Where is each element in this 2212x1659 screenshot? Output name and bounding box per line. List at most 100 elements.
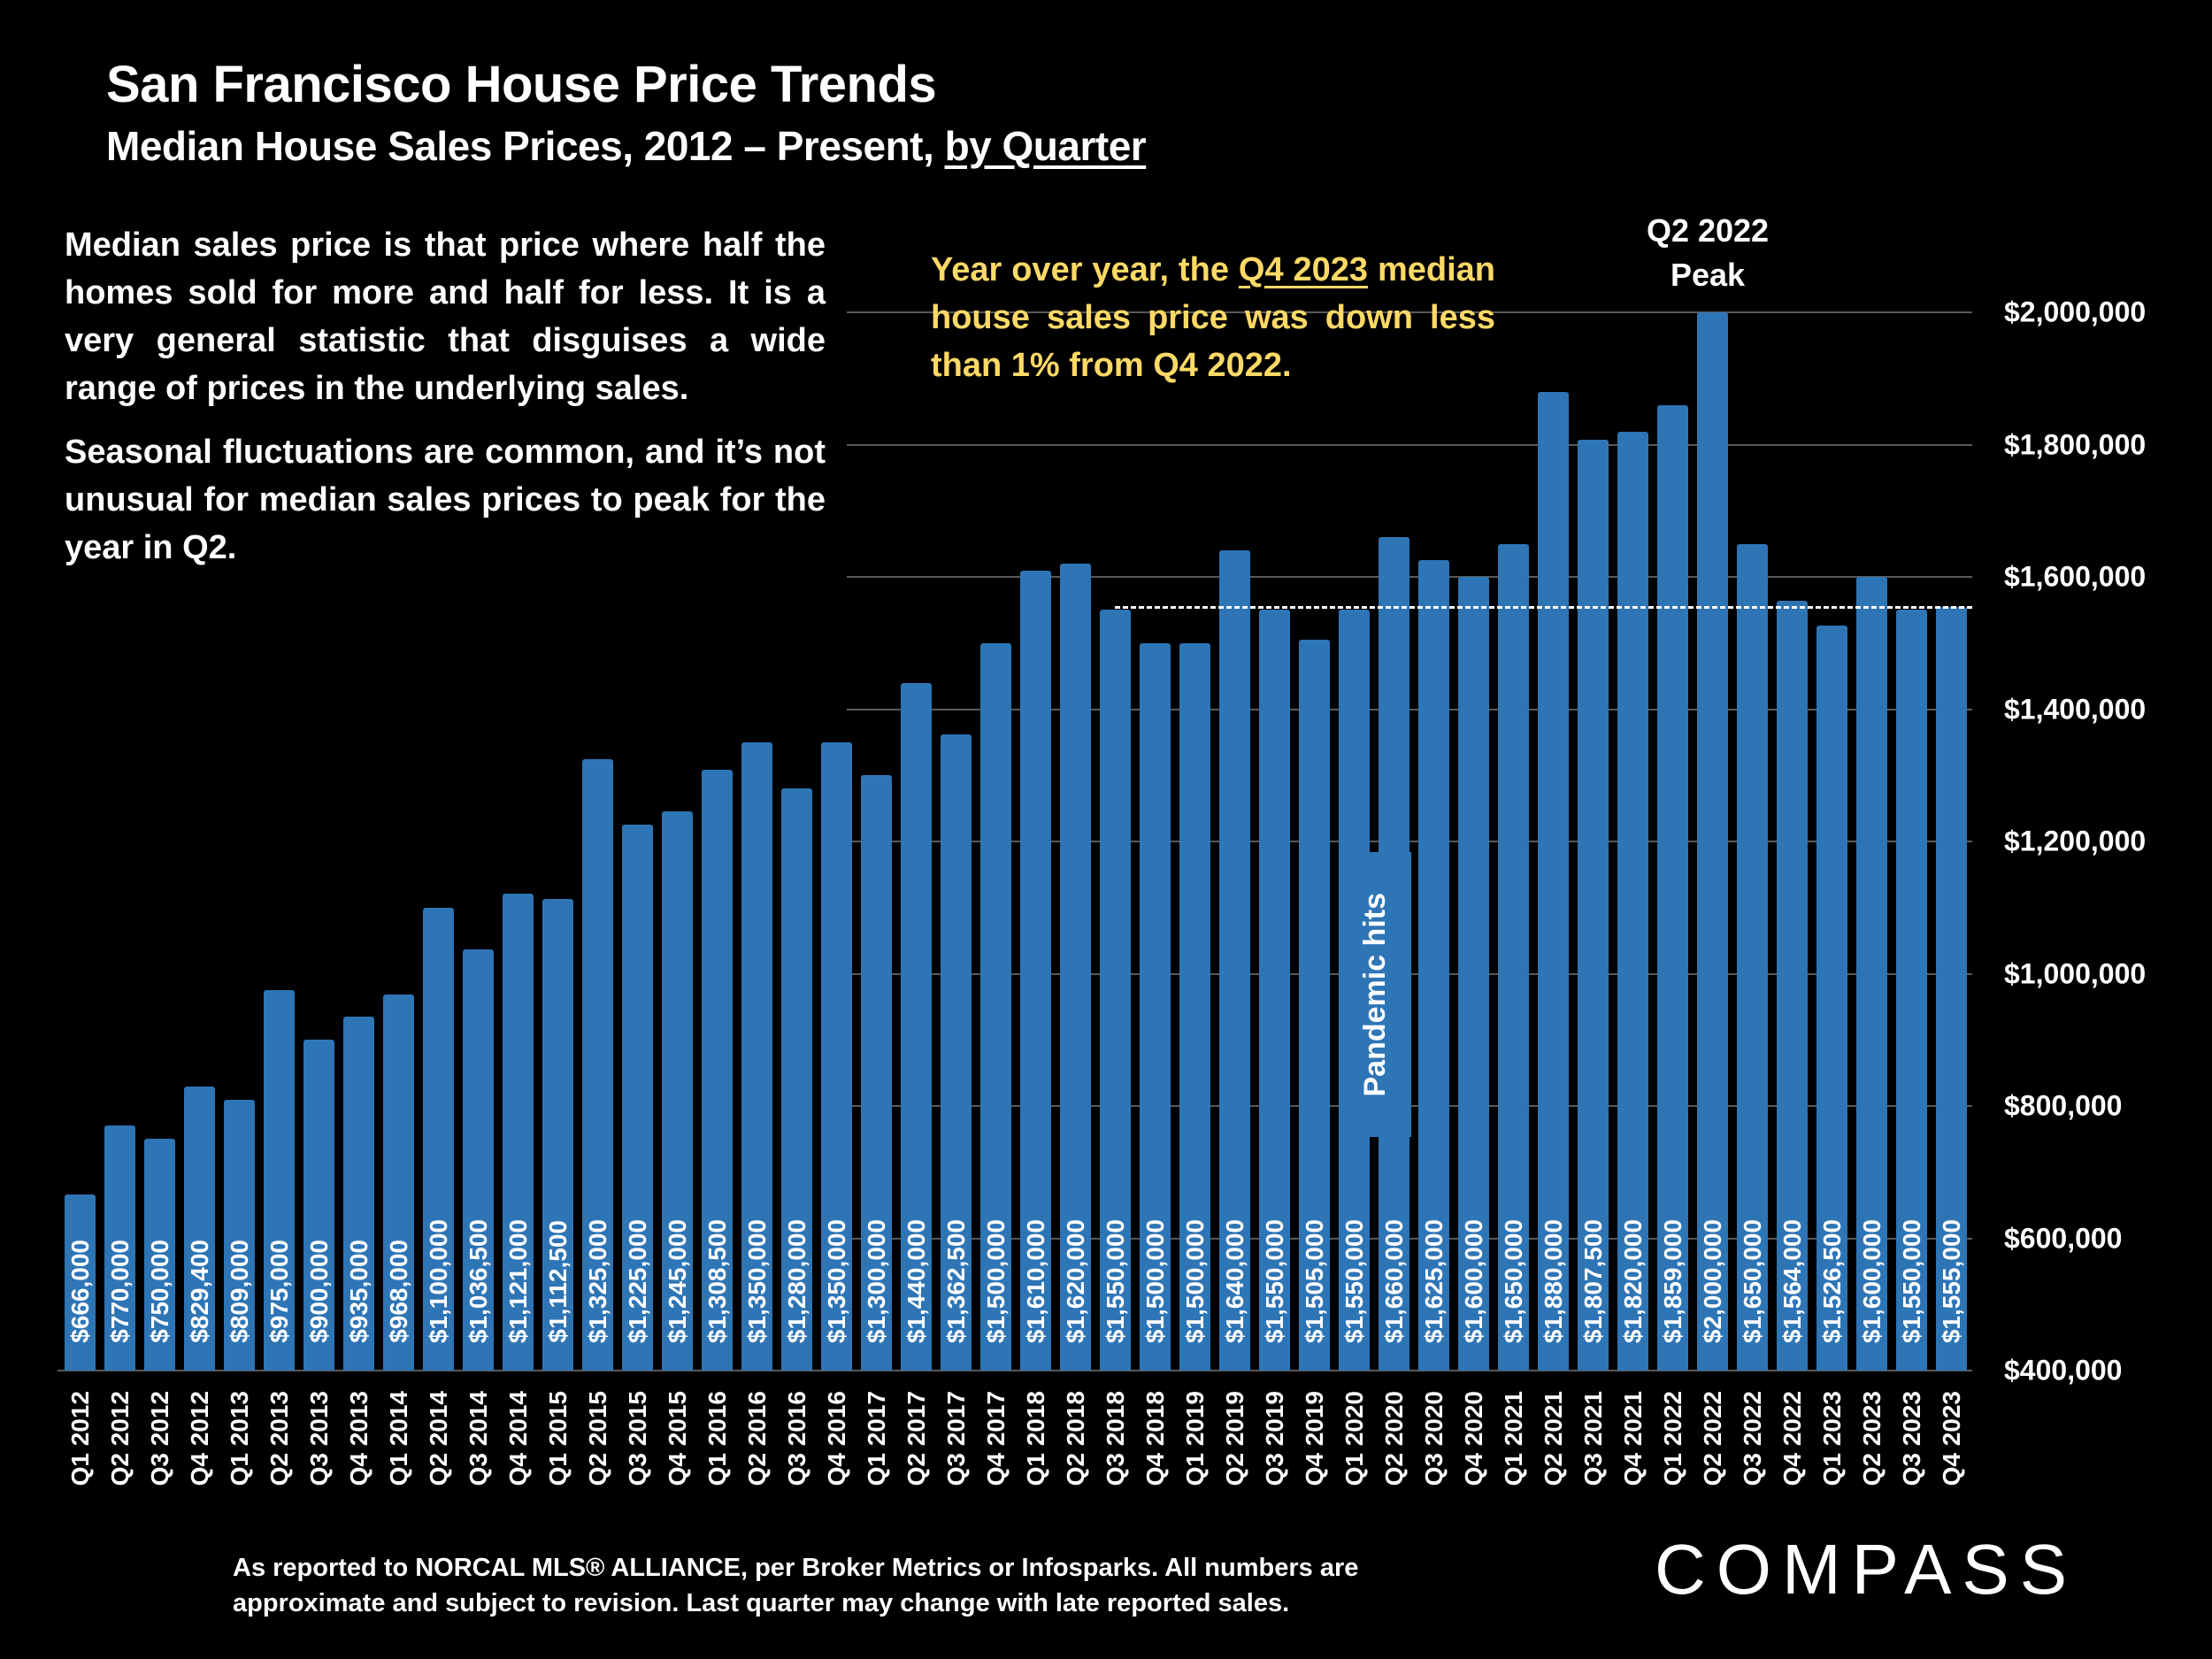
subtitle-link: by Quarter: [944, 123, 1147, 169]
x-axis-line: [58, 1370, 1972, 1371]
reference-line: [1115, 605, 1972, 609]
category-label: Q3 2021: [1579, 1391, 1607, 1486]
bar: [1020, 570, 1051, 1371]
bar: [1100, 610, 1131, 1371]
bar: [1856, 577, 1887, 1371]
bar-value-label: $1,550,000: [1102, 1218, 1129, 1343]
bar-value-label: $1,650,000: [1500, 1218, 1527, 1343]
bar-value-label: $1,564,000: [1778, 1218, 1806, 1343]
category-label: Q3 2013: [305, 1391, 333, 1486]
category-label: Q1 2017: [863, 1391, 890, 1486]
y-tick-label: $1,200,000: [2004, 825, 2147, 857]
bar-value-label: $1,650,000: [1739, 1218, 1766, 1343]
bar-value-label: $935,000: [345, 1240, 373, 1343]
category-label: Q4 2018: [1141, 1391, 1169, 1486]
bar: [662, 811, 693, 1371]
bar: [1140, 642, 1171, 1371]
bar: [1737, 543, 1768, 1371]
bar-value-label: $1,121,000: [504, 1218, 532, 1343]
bar: [821, 741, 852, 1371]
bar-value-label: $1,308,500: [703, 1218, 731, 1343]
category-label: Q1 2013: [226, 1391, 253, 1486]
bar: [1299, 640, 1330, 1371]
y-tick-label: $2,000,000: [2004, 296, 2147, 328]
bar-value-label: $1,640,000: [1221, 1218, 1248, 1343]
category-label: Q2 2020: [1380, 1391, 1408, 1486]
category-label: Q2 2015: [584, 1391, 611, 1486]
bar: [582, 758, 613, 1371]
category-label: Q2 2012: [106, 1391, 134, 1486]
bar-value-label: $2,000,000: [1699, 1218, 1726, 1343]
category-label: Q2 2021: [1540, 1391, 1567, 1486]
category-label: Q3 2022: [1739, 1391, 1766, 1486]
category-label: Q2 2018: [1062, 1391, 1089, 1486]
category-label: Q3 2015: [624, 1391, 651, 1486]
bar-value-label: $975,000: [265, 1240, 293, 1343]
category-label: Q2 2017: [902, 1391, 930, 1486]
bar-value-label: $1,505,000: [1301, 1218, 1328, 1343]
bar-value-label: $770,000: [106, 1240, 134, 1343]
bar: [1578, 439, 1609, 1371]
peak-line2: Peak: [1670, 257, 1746, 293]
bar-value-label: $666,000: [66, 1240, 94, 1343]
gridline: [847, 1237, 1972, 1240]
bar-value-label: $1,280,000: [783, 1218, 810, 1343]
compass-logo: COMPASS: [1655, 1530, 2078, 1609]
bar: [861, 775, 892, 1371]
bar-value-label: $1,550,000: [1898, 1218, 1925, 1343]
peak-line1: Q2 2022: [1646, 212, 1770, 249]
y-tick-label: $400,000: [2004, 1354, 2123, 1386]
category-label: Q3 2018: [1102, 1391, 1129, 1486]
category-label: Q4 2012: [186, 1391, 213, 1486]
bar: [303, 1040, 334, 1371]
bar: [1896, 610, 1927, 1371]
bar: [980, 642, 1011, 1371]
pandemic-label: Pandemic hits: [1357, 892, 1392, 1097]
bar: [941, 733, 972, 1371]
bar-value-label: $1,300,000: [863, 1218, 890, 1343]
category-label: Q1 2020: [1340, 1391, 1368, 1486]
bar: [423, 907, 454, 1371]
yoy-highlight: Q4 2023: [1238, 251, 1369, 288]
bar-value-label: $1,500,000: [982, 1218, 1010, 1343]
bar: [1617, 431, 1648, 1371]
bar: [1179, 642, 1210, 1371]
bar: [622, 825, 653, 1371]
subtitle-text: Median House Sales Prices, 2012 – Presen…: [106, 123, 945, 169]
bar-value-label: $1,610,000: [1022, 1218, 1049, 1343]
bar-value-label: $1,807,500: [1579, 1218, 1607, 1343]
bar: [781, 788, 812, 1371]
category-label: Q4 2014: [504, 1391, 532, 1486]
bar: [383, 995, 414, 1371]
yoy-text: median house sales price was down less t…: [931, 251, 1495, 384]
bar-value-label: $1,820,000: [1619, 1218, 1647, 1343]
category-label: Q2 2022: [1699, 1391, 1726, 1486]
bar-value-label: $1,112,500: [544, 1220, 572, 1343]
bar-value-label: $1,859,000: [1659, 1218, 1686, 1343]
page-title: San Francisco House Price Trends: [106, 56, 937, 113]
category-label: Q4 2022: [1778, 1391, 1806, 1486]
category-label: Q1 2014: [385, 1391, 412, 1486]
category-label: Q4 2020: [1460, 1391, 1487, 1486]
pandemic-annotation: Pandemic hits: [1339, 852, 1411, 1137]
bar: [901, 682, 932, 1371]
bar-value-label: $1,555,000: [1938, 1218, 1965, 1343]
bar-value-label: $1,660,000: [1380, 1218, 1408, 1343]
category-label: Q3 2023: [1898, 1391, 1925, 1486]
bar-value-label: $829,400: [186, 1240, 213, 1343]
category-label: Q1 2019: [1181, 1391, 1209, 1486]
category-label: Q2 2013: [265, 1391, 293, 1486]
y-tick-label: $1,800,000: [2004, 428, 2147, 460]
bar: [1816, 625, 1847, 1371]
category-label: Q4 2021: [1619, 1391, 1647, 1486]
category-label: Q2 2023: [1858, 1391, 1886, 1486]
bar-value-label: $1,350,000: [823, 1218, 850, 1343]
bar-value-label: $1,036,500: [465, 1218, 492, 1343]
gridline: [847, 311, 1972, 313]
bar: [224, 1100, 255, 1371]
category-label: Q4 2019: [1301, 1391, 1328, 1486]
bar: [104, 1125, 135, 1371]
page-subtitle: Median House Sales Prices, 2012 – Presen…: [106, 122, 1147, 170]
gridline: [847, 443, 1972, 446]
